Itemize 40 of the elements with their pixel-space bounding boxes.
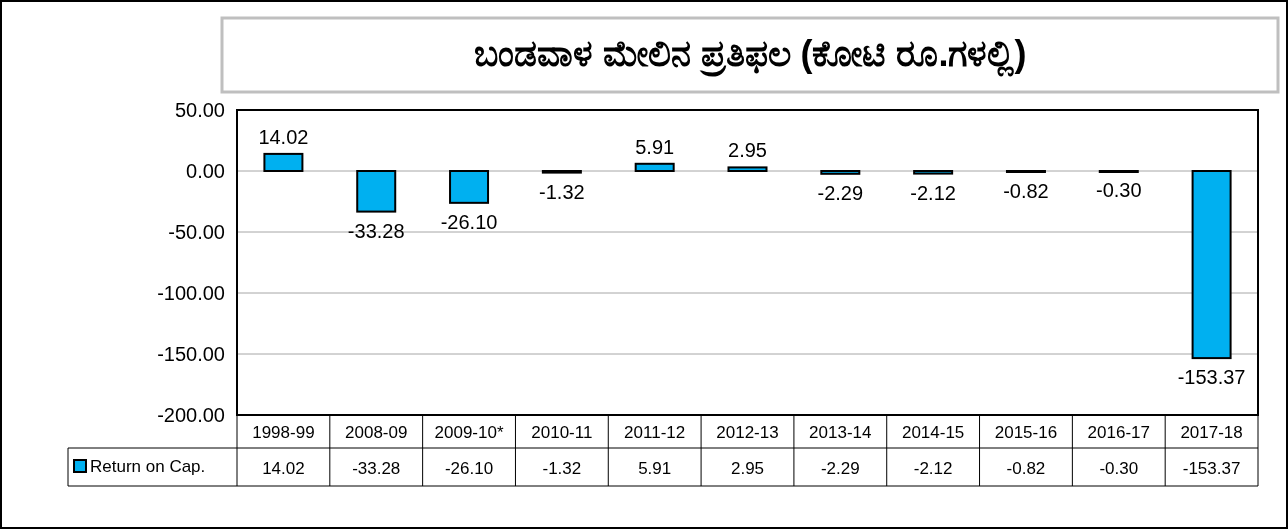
- text: -2.29: [817, 181, 864, 204]
- y-tick-label: -150.00: [157, 343, 225, 365]
- x-tick-label: 2008-09: [345, 423, 408, 442]
- y-tick-label: -100.00: [157, 282, 225, 304]
- text: 2.95: [728, 139, 767, 162]
- text: -26.10: [440, 210, 498, 233]
- data-label: -2.29: [820, 459, 860, 478]
- data-label: -26.10: [444, 459, 494, 478]
- text: -0.82: [1003, 180, 1049, 202]
- x-tick-label: 2014-15: [901, 423, 965, 442]
- text: -153.37: [1177, 366, 1246, 389]
- data-label: -153.37: [1182, 459, 1241, 478]
- x-tick-label: 2010-11: [531, 423, 593, 442]
- x-tick-label: 2015-16: [994, 423, 1058, 442]
- y-tick-label: -50.00: [168, 221, 225, 243]
- x-tick-label: 2017-18: [1180, 423, 1243, 442]
- x-tick-label: 2016-17: [1087, 423, 1150, 442]
- text: 14.02: [258, 125, 309, 148]
- data-label: -0.82: [1006, 459, 1046, 478]
- data-label: -2.12: [913, 459, 953, 478]
- x-tick-label: 2012-13: [716, 423, 779, 442]
- x-tick-label: 1998-99: [252, 423, 315, 442]
- text: 5.91: [635, 135, 675, 158]
- data-label: 2.95: [730, 459, 765, 478]
- data-label: -1.32: [542, 459, 582, 478]
- x-tick-label: 2013-14: [809, 423, 872, 442]
- y-tick-label: 50.00: [174, 99, 225, 121]
- data-label: 14.02: [262, 459, 305, 478]
- text: -33.28: [347, 219, 405, 242]
- data-label: -33.28: [352, 459, 401, 478]
- legend-label: Return on Cap.: [90, 457, 206, 476]
- x-tick-label: 2009-10*: [434, 423, 504, 442]
- data-label: -0.30: [1099, 459, 1139, 478]
- x-tick-label: 2011-12: [624, 423, 686, 442]
- text: -1.32: [539, 180, 585, 203]
- text: -0.30: [1095, 179, 1142, 202]
- y-tick-label: -200.00: [157, 404, 225, 426]
- data-label: 5.91: [638, 459, 672, 478]
- text: -2.12: [910, 181, 956, 204]
- y-tick-label: 0.00: [186, 160, 225, 182]
